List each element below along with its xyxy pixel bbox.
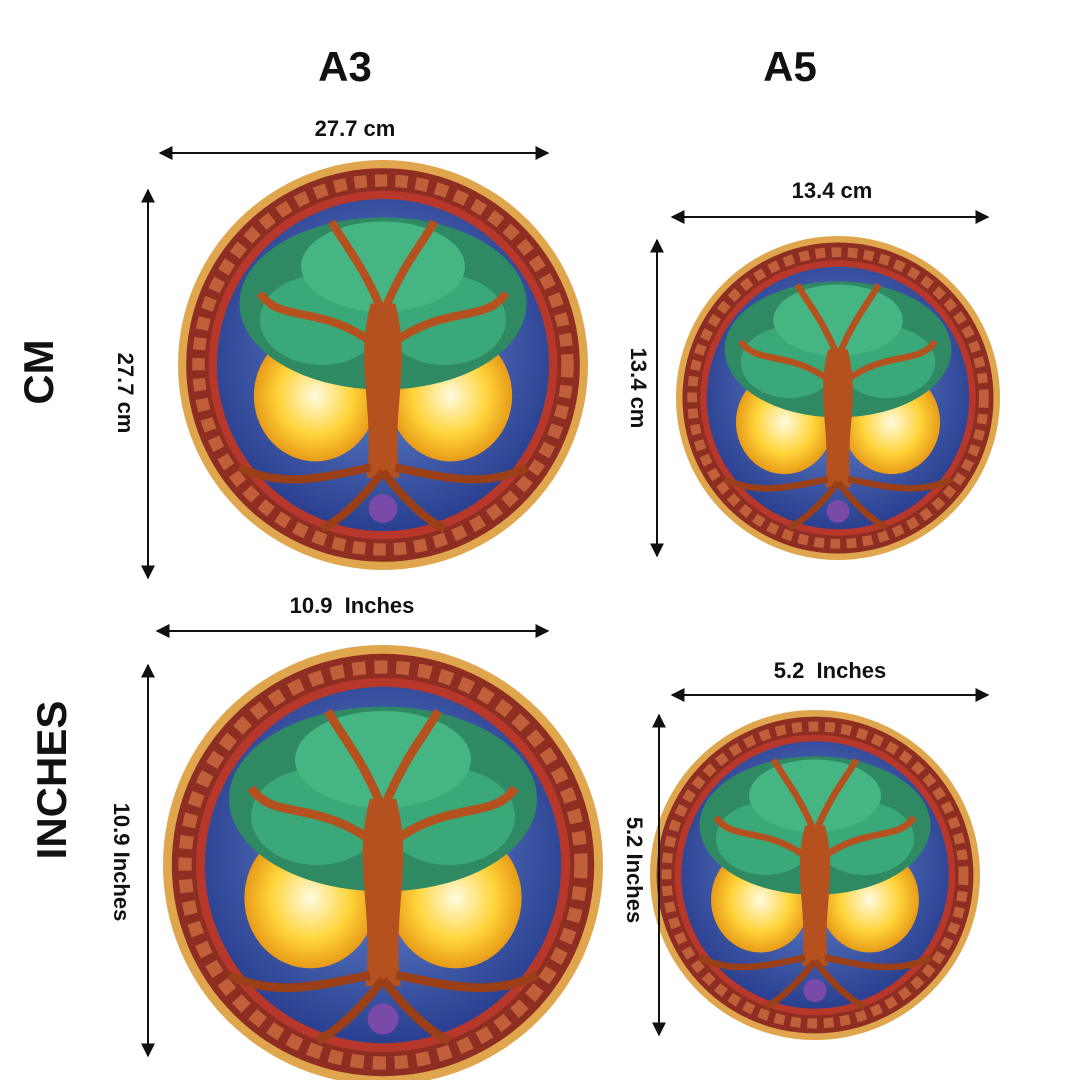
- puzzle-image: [163, 645, 603, 1080]
- row-label: INCHES: [28, 701, 75, 860]
- puzzle-image: [650, 710, 980, 1040]
- puzzle-image: [676, 236, 1000, 560]
- row-label: CM: [15, 339, 62, 404]
- column-label: A5: [763, 43, 817, 90]
- width-label: 13.4 cm: [792, 178, 873, 203]
- width-label: 10.9 Inches: [290, 593, 415, 618]
- height-label: 27.7 cm: [113, 353, 138, 434]
- height-label: 10.9 Inches: [109, 803, 134, 922]
- column-label: A3: [318, 43, 372, 90]
- width-label: 5.2 Inches: [774, 658, 887, 683]
- height-label: 5.2 Inches: [622, 817, 647, 923]
- puzzle-image: [178, 160, 588, 570]
- height-label: 13.4 cm: [626, 348, 651, 429]
- width-label: 27.7 cm: [315, 116, 396, 141]
